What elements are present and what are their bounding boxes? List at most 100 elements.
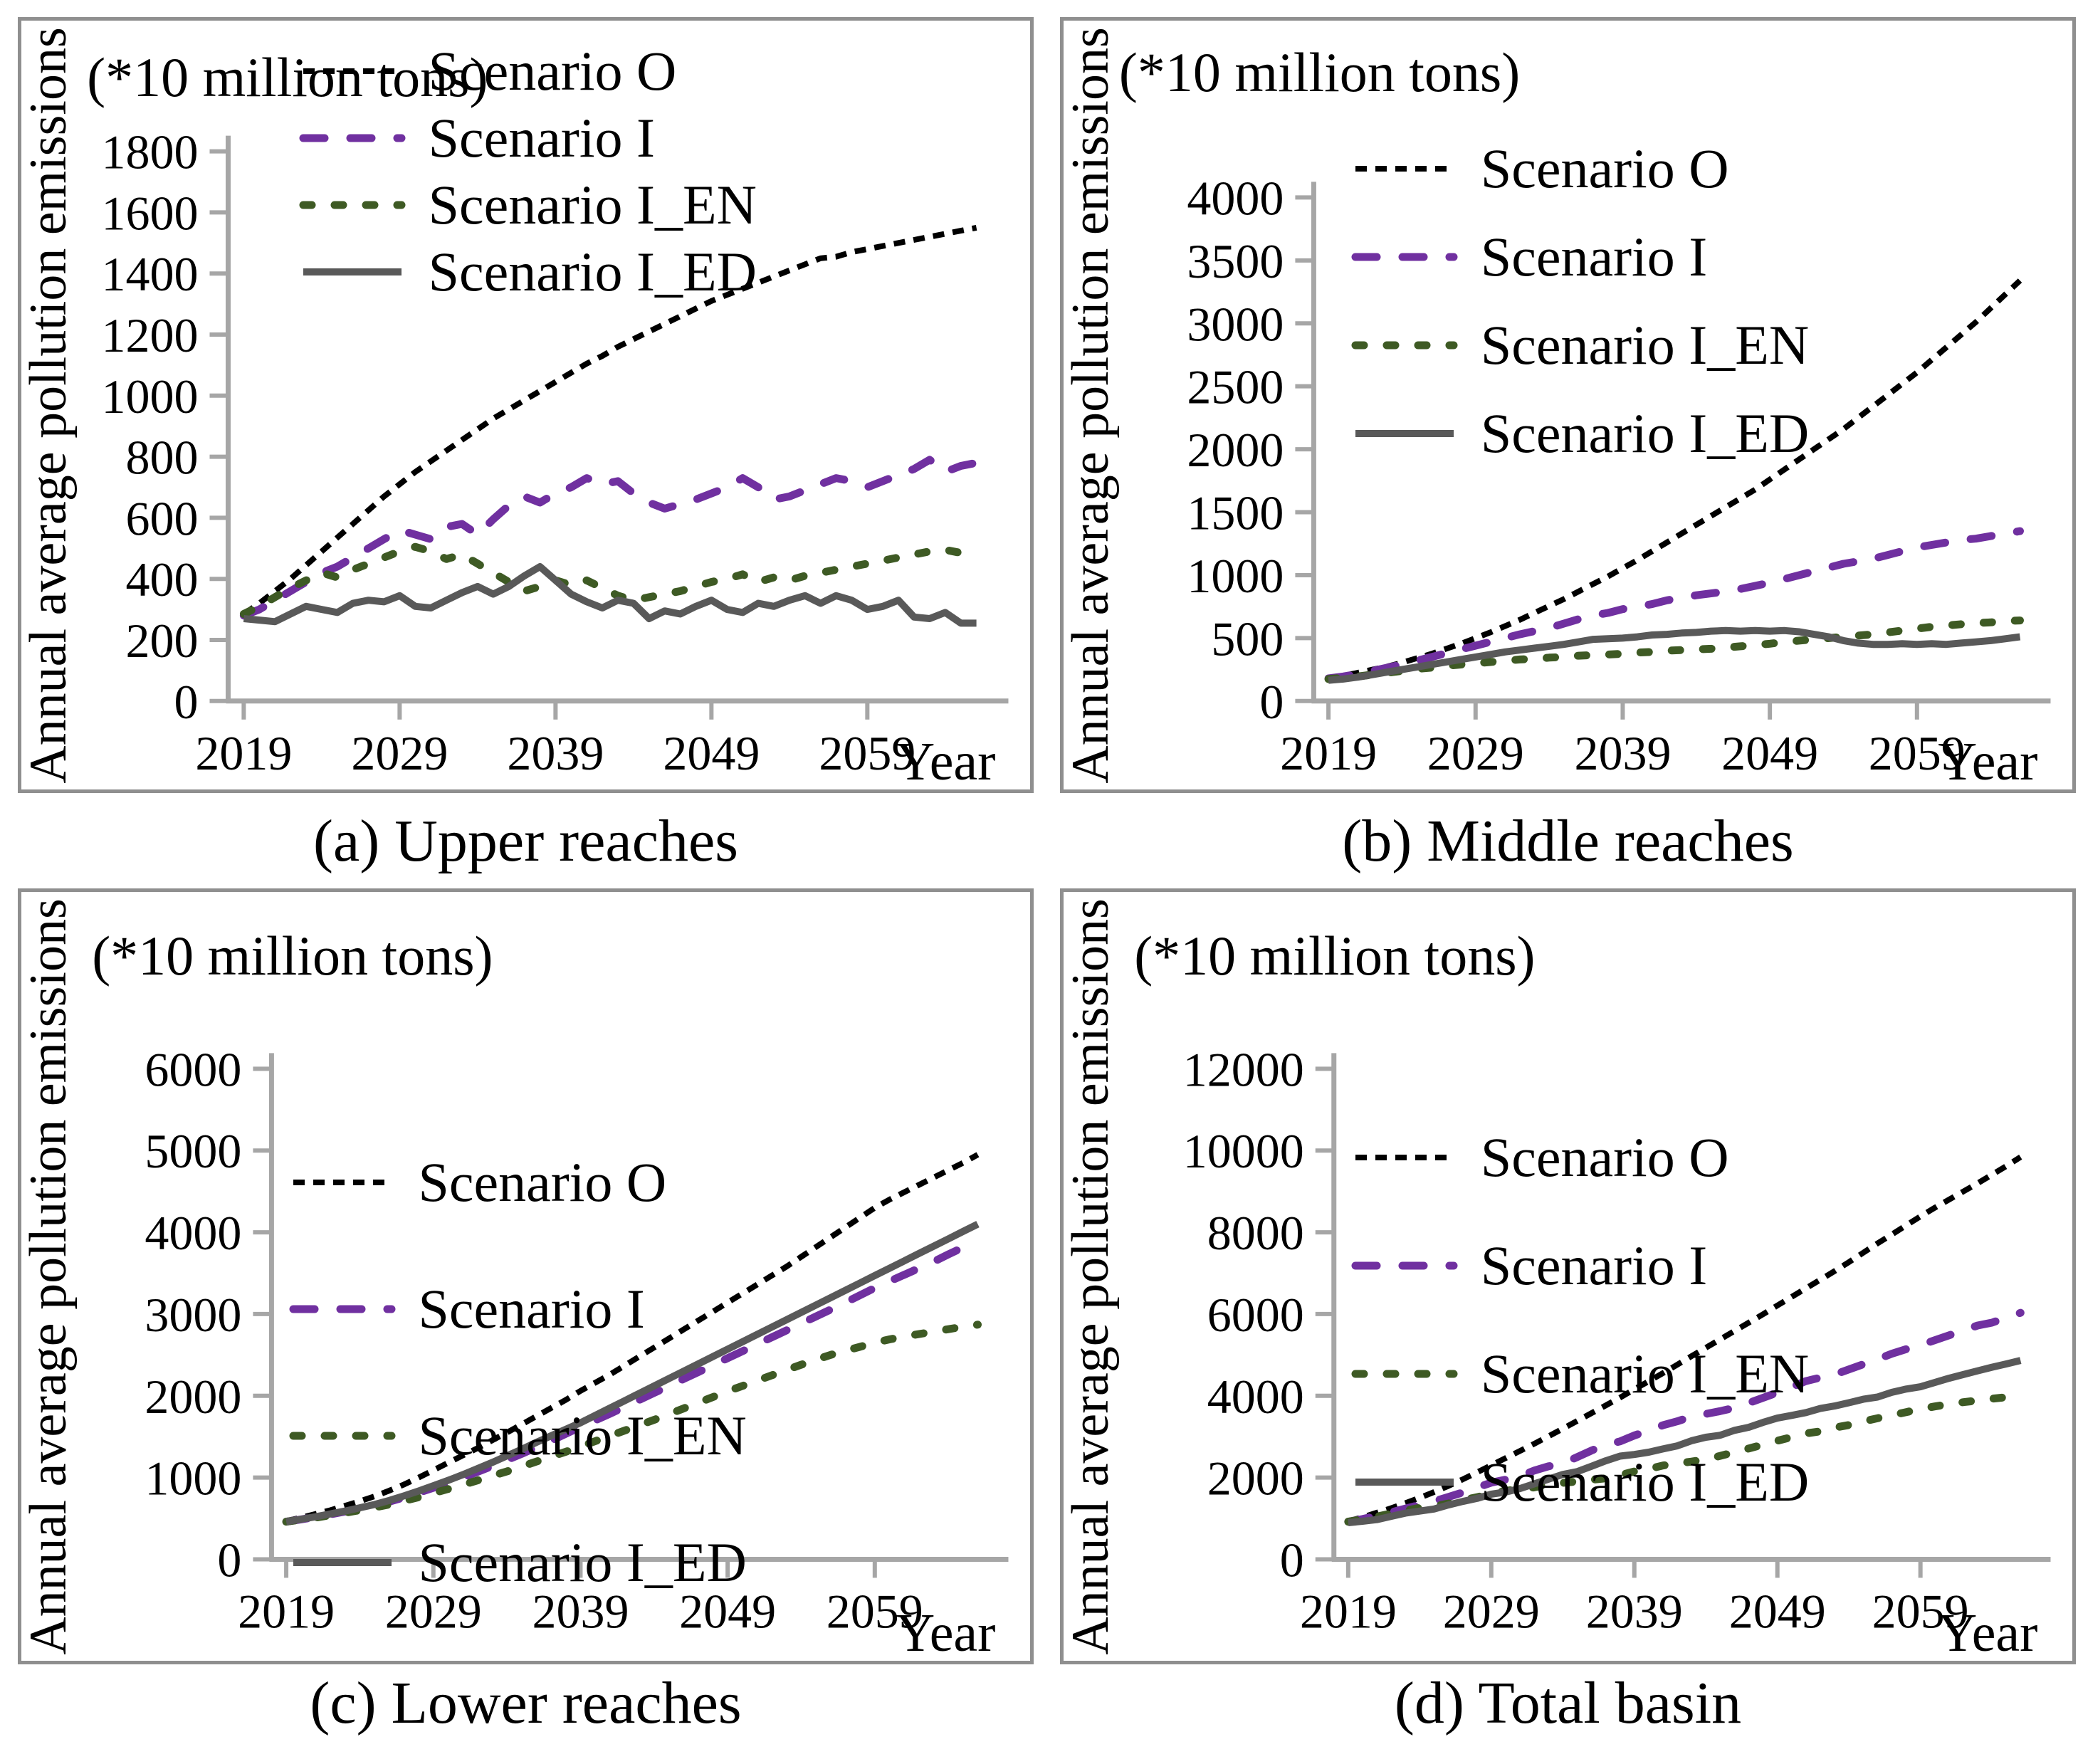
- y-tick-label: 3500: [1187, 234, 1284, 288]
- y-tick-label: 1600: [101, 186, 198, 240]
- y-tick-label: 5000: [145, 1124, 241, 1178]
- x-tick-label: 2049: [1729, 1584, 1826, 1638]
- y-tick-label: 3000: [145, 1288, 241, 1342]
- y-tick-label: 12000: [1183, 1042, 1304, 1096]
- legend-label: Scenario I_ED: [418, 1531, 747, 1593]
- x-axis-label: Year: [1938, 732, 2037, 789]
- y-tick-label: 800: [125, 431, 198, 485]
- legend-line-scenario-i-ed-icon: [1355, 1479, 1454, 1486]
- series-line-scenario-i-en: [239, 542, 981, 618]
- caption-b: (b) Middle reaches: [1060, 793, 2076, 888]
- legend-label: Scenario O: [418, 1150, 667, 1213]
- legend-item: Scenario O: [1351, 1103, 1809, 1212]
- y-tick-label: 600: [125, 491, 198, 545]
- legend-item: Scenario I_ED: [1351, 389, 1809, 478]
- y-tick-label: 2000: [1187, 423, 1284, 477]
- legend-line-scenario-o-icon: [1355, 1155, 1454, 1160]
- legend-line-scenario-i-ed-icon: [303, 268, 402, 275]
- y-axis-label-c: Annual average pollution emissions: [17, 892, 80, 1661]
- x-tick-label: 2039: [1586, 1584, 1683, 1638]
- legend-item: Scenario I_EN: [289, 1372, 747, 1499]
- series-line-scenario-i-en: [1324, 616, 2024, 683]
- y-axis-label-b: Annual average pollution emissions: [1059, 21, 1122, 789]
- y-tick-label: 1500: [1187, 486, 1284, 540]
- legend-label: Scenario I: [418, 1277, 645, 1340]
- legend-item: Scenario I_EN: [1351, 1320, 1809, 1428]
- unit-label-b: (*10 million tons): [1118, 41, 1521, 104]
- y-tick-label: 0: [217, 1533, 241, 1587]
- y-tick-label: 400: [125, 552, 198, 607]
- y-axis-label-text: Annual average pollution emissions: [19, 26, 78, 784]
- series-line-scenario-i-en: [1344, 1391, 2025, 1526]
- unit-label-c: (*10 million tons): [92, 925, 493, 987]
- legend-line-scenario-i-en-icon: [289, 1432, 395, 1440]
- y-tick-label: 10000: [1183, 1124, 1304, 1178]
- x-tick-label: 2029: [1443, 1584, 1540, 1638]
- legend-label: Scenario O: [1480, 1126, 1729, 1188]
- x-tick-label: 2039: [532, 1584, 629, 1638]
- y-tick-label: 6000: [1207, 1288, 1304, 1342]
- y-tick-label: 1000: [1187, 549, 1284, 603]
- x-tick-label: 2019: [1280, 726, 1377, 780]
- y-tick-label: 4000: [1207, 1370, 1304, 1424]
- x-tick-label: 2059: [819, 726, 915, 780]
- caption-c: (c) Lower reaches: [18, 1664, 1034, 1741]
- plot-a: 0 200 400 600 800 1000 1200 1400 1600 1800 2019 202…: [101, 125, 1009, 789]
- y-axis-label-a: Annual average pollution emissions: [17, 21, 80, 789]
- legend-label: Scenario I_EN: [1480, 313, 1810, 376]
- legend-item: Scenario I: [289, 1246, 747, 1372]
- y-tick-label: 0: [1259, 675, 1284, 729]
- legend-item: Scenario O: [299, 38, 757, 105]
- x-tick-label: 2039: [1574, 726, 1671, 780]
- y-tick-label: 6000: [145, 1042, 241, 1096]
- series-line-scenario-i-ed: [1328, 626, 2021, 684]
- legend-line-scenario-i-ed-icon: [293, 1558, 392, 1566]
- legend-label: Scenario I: [1480, 1234, 1708, 1296]
- x-tick-label: 2059: [1872, 1584, 1969, 1638]
- legend-label: Scenario I_ED: [428, 240, 757, 303]
- unit-label-a: (*10 million tons): [87, 46, 488, 108]
- y-tick-label: 200: [125, 614, 198, 668]
- y-tick-label: 500: [1211, 611, 1284, 666]
- x-tick-label: 2019: [238, 1584, 335, 1638]
- caption-b-text: (b) Middle reaches: [1342, 807, 1794, 874]
- legend-line-scenario-i-en-icon: [1351, 341, 1458, 350]
- series-line-scenario-o: [285, 1152, 980, 1524]
- x-tick-label: 2059: [827, 1584, 923, 1638]
- legend-label: Scenario I: [1480, 225, 1708, 288]
- x-tick-label: 2059: [1869, 726, 1966, 780]
- legend-label: Scenario I_EN: [418, 1404, 747, 1466]
- legend-label: Scenario I_ED: [1480, 1451, 1810, 1513]
- panel-a-upper-reaches: Annual average pollution emissions (*10 …: [18, 17, 1034, 793]
- legend-line-scenario-i-icon: [299, 134, 406, 142]
- legend-line-scenario-i-en-icon: [1351, 1370, 1458, 1378]
- y-tick-label: 1200: [101, 308, 198, 362]
- caption-a: (a) Upper reaches: [18, 793, 1034, 888]
- legend-item: Scenario I: [1351, 1212, 1809, 1320]
- series-line-scenario-i-ed: [285, 1221, 980, 1526]
- legend-line-scenario-i-en-icon: [299, 201, 406, 209]
- x-axis-label: Year: [896, 1603, 995, 1661]
- legend-item: Scenario I_ED: [299, 238, 757, 305]
- y-tick-label: 1800: [101, 125, 198, 179]
- legend-label: Scenario O: [1480, 137, 1729, 199]
- y-axis-label-text: Annual average pollution emissions: [1061, 26, 1120, 784]
- legend-line-scenario-o-icon: [1355, 165, 1454, 172]
- y-tick-label: 1400: [101, 247, 198, 301]
- y-axis-label-text: Annual average pollution emissions: [1061, 898, 1120, 1655]
- series-line-scenario-i-en: [282, 1321, 982, 1526]
- series-line-scenario-i-ed: [1348, 1357, 2022, 1526]
- legend-item: Scenario I_EN: [299, 172, 757, 238]
- y-tick-label: 4000: [1187, 171, 1284, 225]
- caption-c-text: (c) Lower reaches: [310, 1669, 742, 1736]
- legend-item: Scenario O: [289, 1119, 747, 1246]
- legend-d: Scenario O Scenario I Scenario I_EN Scenari…: [1351, 1103, 1809, 1536]
- plot-c: 0 1000 2000 3000 4000 5000 6000 2019 2029 2039 204…: [145, 1042, 1009, 1661]
- y-tick-label: 2000: [145, 1370, 241, 1424]
- panel-d-total-basin: Annual average pollution emissions (*10 …: [1060, 888, 2076, 1664]
- y-tick-label: 1000: [101, 369, 198, 424]
- legend-line-scenario-i-icon: [1351, 1261, 1458, 1270]
- x-tick-label: 2039: [507, 726, 604, 780]
- legend-a: Scenario O Scenario I Scenario I_EN Scenari…: [299, 38, 757, 305]
